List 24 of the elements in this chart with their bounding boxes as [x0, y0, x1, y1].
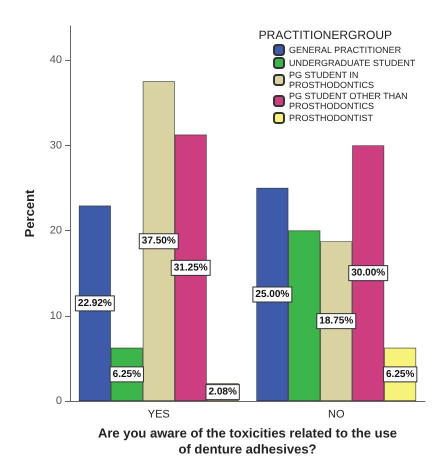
legend-label: GENERAL PRACTITIONER — [289, 45, 402, 55]
x-tick-label: YES — [148, 408, 170, 420]
data-label: 18.75% — [319, 316, 354, 327]
data-label: 6.25% — [386, 368, 414, 380]
y-axis-title: Percent — [22, 188, 37, 238]
y-tick-label: 40 — [50, 54, 62, 66]
y-tick-label: 20 — [50, 224, 62, 237]
data-label: 22.92% — [78, 298, 112, 309]
y-tick-label: 10 — [50, 310, 62, 322]
data-label: 6.25% — [112, 368, 142, 380]
y-tick-label: 0 — [56, 395, 62, 407]
x-tick-label: NO — [328, 408, 345, 420]
data-label: 30.00% — [351, 268, 386, 279]
data-label: 25.00% — [255, 288, 290, 300]
legend-label: PG STUDENT OTHER THAN PROSTHODONTICS — [289, 91, 410, 111]
legend-label: UNDERGRADUATE STUDENT — [289, 58, 416, 68]
data-label: 37.50% — [142, 236, 176, 247]
legend-label: PG STUDENT IN PROSTHODONTICS — [289, 70, 374, 90]
data-label: 31.25% — [174, 262, 208, 274]
legend-label: PROSTHODONTIST — [289, 113, 374, 123]
x-axis-title: Are you aware of the toxicities related to the use of denture adhesives? — [98, 426, 398, 456]
legend-title: PRACTITIONERGROUP — [258, 28, 392, 42]
y-tick-label: 30 — [50, 139, 62, 152]
data-label: 2.08% — [208, 386, 237, 398]
